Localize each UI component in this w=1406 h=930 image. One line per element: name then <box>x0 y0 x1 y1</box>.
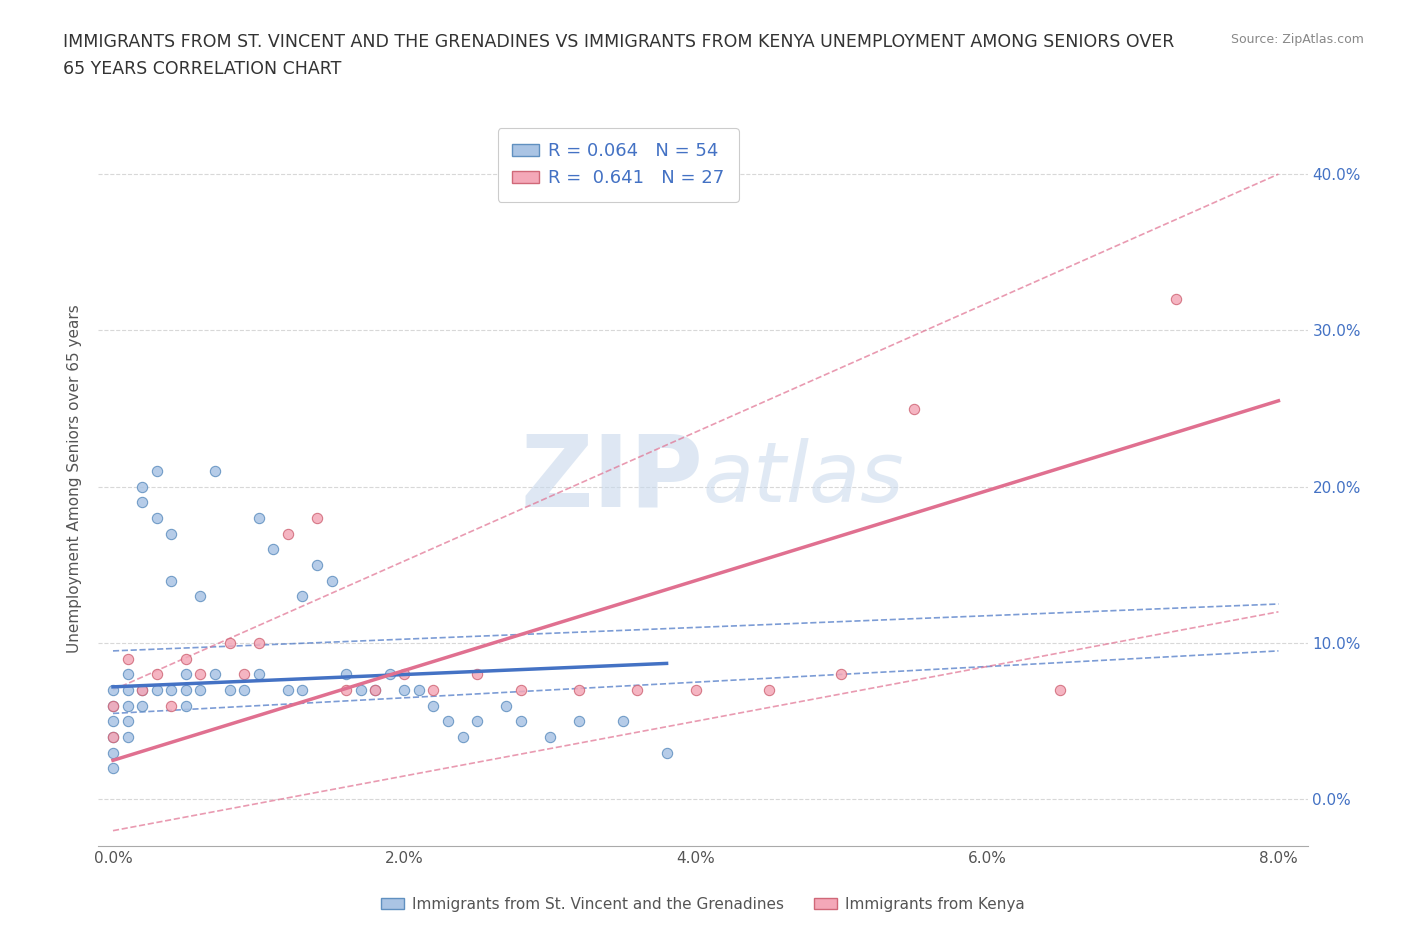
Point <box>247 511 270 525</box>
Point <box>145 464 167 479</box>
Text: ZIP: ZIP <box>520 431 703 527</box>
Point <box>408 683 430 698</box>
Point <box>218 683 240 698</box>
Point <box>364 683 387 698</box>
Point <box>117 729 139 744</box>
Point <box>1166 292 1188 307</box>
Point <box>117 651 139 666</box>
Point <box>277 683 299 698</box>
Point <box>364 683 387 698</box>
Point <box>378 667 401 682</box>
Point <box>160 526 183 541</box>
Point <box>422 698 444 713</box>
Point <box>321 573 343 588</box>
Y-axis label: Unemployment Among Seniors over 65 years: Unemployment Among Seniors over 65 years <box>67 305 83 653</box>
Point <box>291 589 314 604</box>
Point <box>394 683 416 698</box>
Point <box>117 683 139 698</box>
Point <box>394 667 416 682</box>
Point <box>218 635 240 650</box>
Point <box>685 683 707 698</box>
Point <box>101 698 124 713</box>
Point <box>145 667 167 682</box>
Point <box>626 683 648 698</box>
Point <box>465 667 488 682</box>
Point <box>335 683 357 698</box>
Text: atlas: atlas <box>703 438 904 520</box>
Point <box>233 683 256 698</box>
Point <box>131 683 153 698</box>
Point <box>101 683 124 698</box>
Point <box>204 667 226 682</box>
Point <box>117 698 139 713</box>
Point <box>350 683 373 698</box>
Point <box>131 479 153 494</box>
Point <box>101 729 124 744</box>
Point <box>437 714 460 729</box>
Point <box>247 667 270 682</box>
Point <box>509 714 531 729</box>
Point <box>277 526 299 541</box>
Point <box>204 464 226 479</box>
Point <box>538 729 561 744</box>
Point <box>145 683 167 698</box>
Point <box>247 635 270 650</box>
Text: 65 YEARS CORRELATION CHART: 65 YEARS CORRELATION CHART <box>63 60 342 78</box>
Point <box>117 667 139 682</box>
Point <box>174 667 197 682</box>
Point <box>174 683 197 698</box>
Point <box>101 761 124 776</box>
Point <box>568 683 591 698</box>
Point <box>160 698 183 713</box>
Point <box>131 683 153 698</box>
Point <box>233 667 256 682</box>
Point <box>335 667 357 682</box>
Point <box>174 651 197 666</box>
Point <box>131 495 153 510</box>
Point <box>190 683 212 698</box>
Point <box>568 714 591 729</box>
Legend: R = 0.064   N = 54, R =  0.641   N = 27: R = 0.064 N = 54, R = 0.641 N = 27 <box>498 128 740 202</box>
Point <box>145 511 167 525</box>
Text: Source: ZipAtlas.com: Source: ZipAtlas.com <box>1230 33 1364 46</box>
Point <box>291 683 314 698</box>
Point <box>262 542 284 557</box>
Point <box>101 745 124 760</box>
Point <box>465 714 488 729</box>
Point <box>174 698 197 713</box>
Point <box>131 698 153 713</box>
Legend: Immigrants from St. Vincent and the Grenadines, Immigrants from Kenya: Immigrants from St. Vincent and the Gren… <box>375 891 1031 918</box>
Point <box>101 729 124 744</box>
Point <box>612 714 634 729</box>
Text: IMMIGRANTS FROM ST. VINCENT AND THE GRENADINES VS IMMIGRANTS FROM KENYA UNEMPLOY: IMMIGRANTS FROM ST. VINCENT AND THE GREN… <box>63 33 1174 50</box>
Point <box>495 698 517 713</box>
Point <box>1049 683 1071 698</box>
Point <box>160 683 183 698</box>
Point <box>101 714 124 729</box>
Point <box>830 667 852 682</box>
Point <box>422 683 444 698</box>
Point <box>509 683 531 698</box>
Point <box>190 589 212 604</box>
Point <box>117 714 139 729</box>
Point <box>101 698 124 713</box>
Point <box>451 729 474 744</box>
Point <box>305 557 328 572</box>
Point <box>903 401 925 416</box>
Point <box>190 667 212 682</box>
Point <box>655 745 678 760</box>
Point <box>758 683 780 698</box>
Point <box>305 511 328 525</box>
Point <box>160 573 183 588</box>
